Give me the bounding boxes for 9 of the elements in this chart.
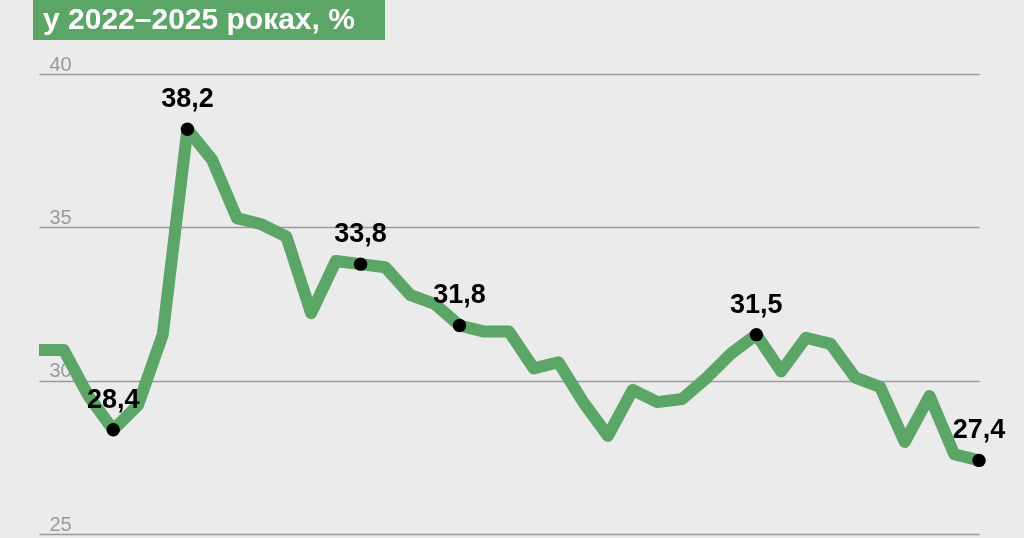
data-label: 33,8 [334,218,387,249]
data-label: 31,5 [730,288,783,319]
chart-title: у 2022–2025 роках, % [33,0,385,40]
y-tick-label: 40 [49,52,72,75]
data-label: 38,2 [161,83,214,114]
data-label: 27,4 [952,414,1006,445]
y-tick-label: 25 [49,512,72,535]
data-label: 31,8 [433,279,486,310]
y-tick-label: 35 [49,205,72,228]
